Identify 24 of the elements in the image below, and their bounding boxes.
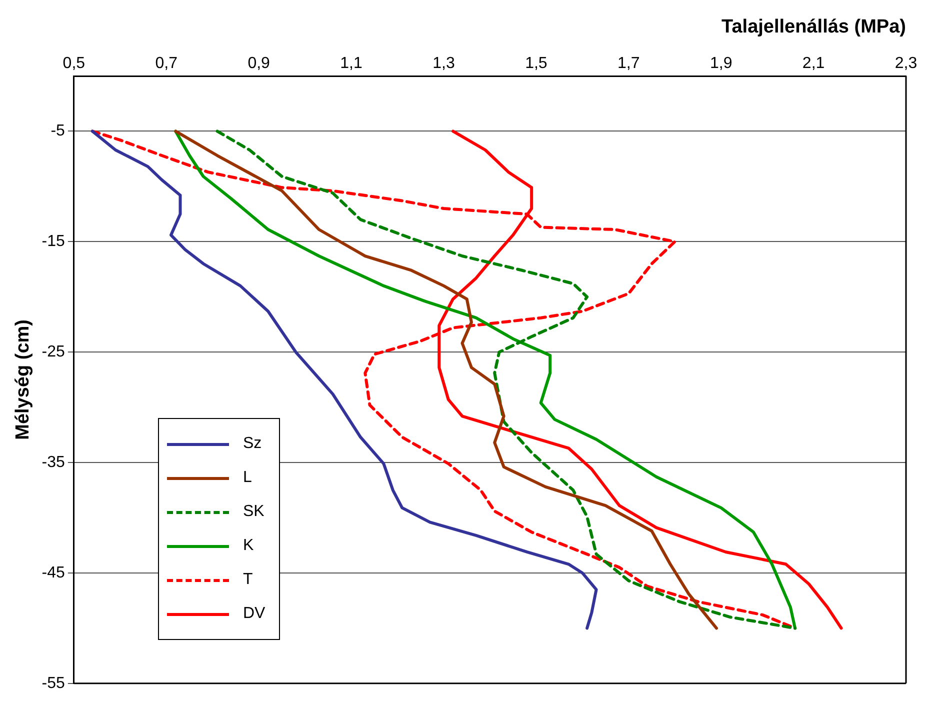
x-axis-title: Talajellenállás (MPa)	[722, 16, 906, 38]
y-tick-label: -45	[42, 564, 66, 582]
x-tick-label: 1,7	[618, 54, 640, 72]
legend-label: Sz	[243, 435, 262, 453]
y-axis-title: Mélység (cm)	[12, 320, 34, 440]
y-tick-label: -35	[42, 454, 66, 471]
x-tick-label: 1,3	[432, 54, 455, 72]
legend-label: T	[243, 571, 253, 589]
y-tick-label: -5	[50, 122, 66, 140]
x-tick-label: 2,1	[802, 54, 825, 72]
x-tick-label: 0,5	[62, 54, 86, 72]
x-tick-label: 2,3	[894, 54, 918, 72]
x-tick-label: 1,1	[340, 54, 362, 72]
x-tick-label: 1,5	[525, 54, 548, 72]
legend-label: DV	[243, 605, 266, 623]
x-tick-label: 0,9	[248, 54, 270, 72]
legend-label: SK	[243, 503, 264, 521]
x-tick-label: 0,7	[155, 54, 178, 72]
y-tick-label: -25	[42, 343, 66, 360]
x-tick-label: 1,9	[710, 54, 732, 72]
legend-label: L	[243, 469, 252, 487]
legend-label: K	[243, 537, 254, 555]
y-tick-label: -15	[42, 233, 66, 250]
y-tick-label: -55	[42, 674, 66, 692]
